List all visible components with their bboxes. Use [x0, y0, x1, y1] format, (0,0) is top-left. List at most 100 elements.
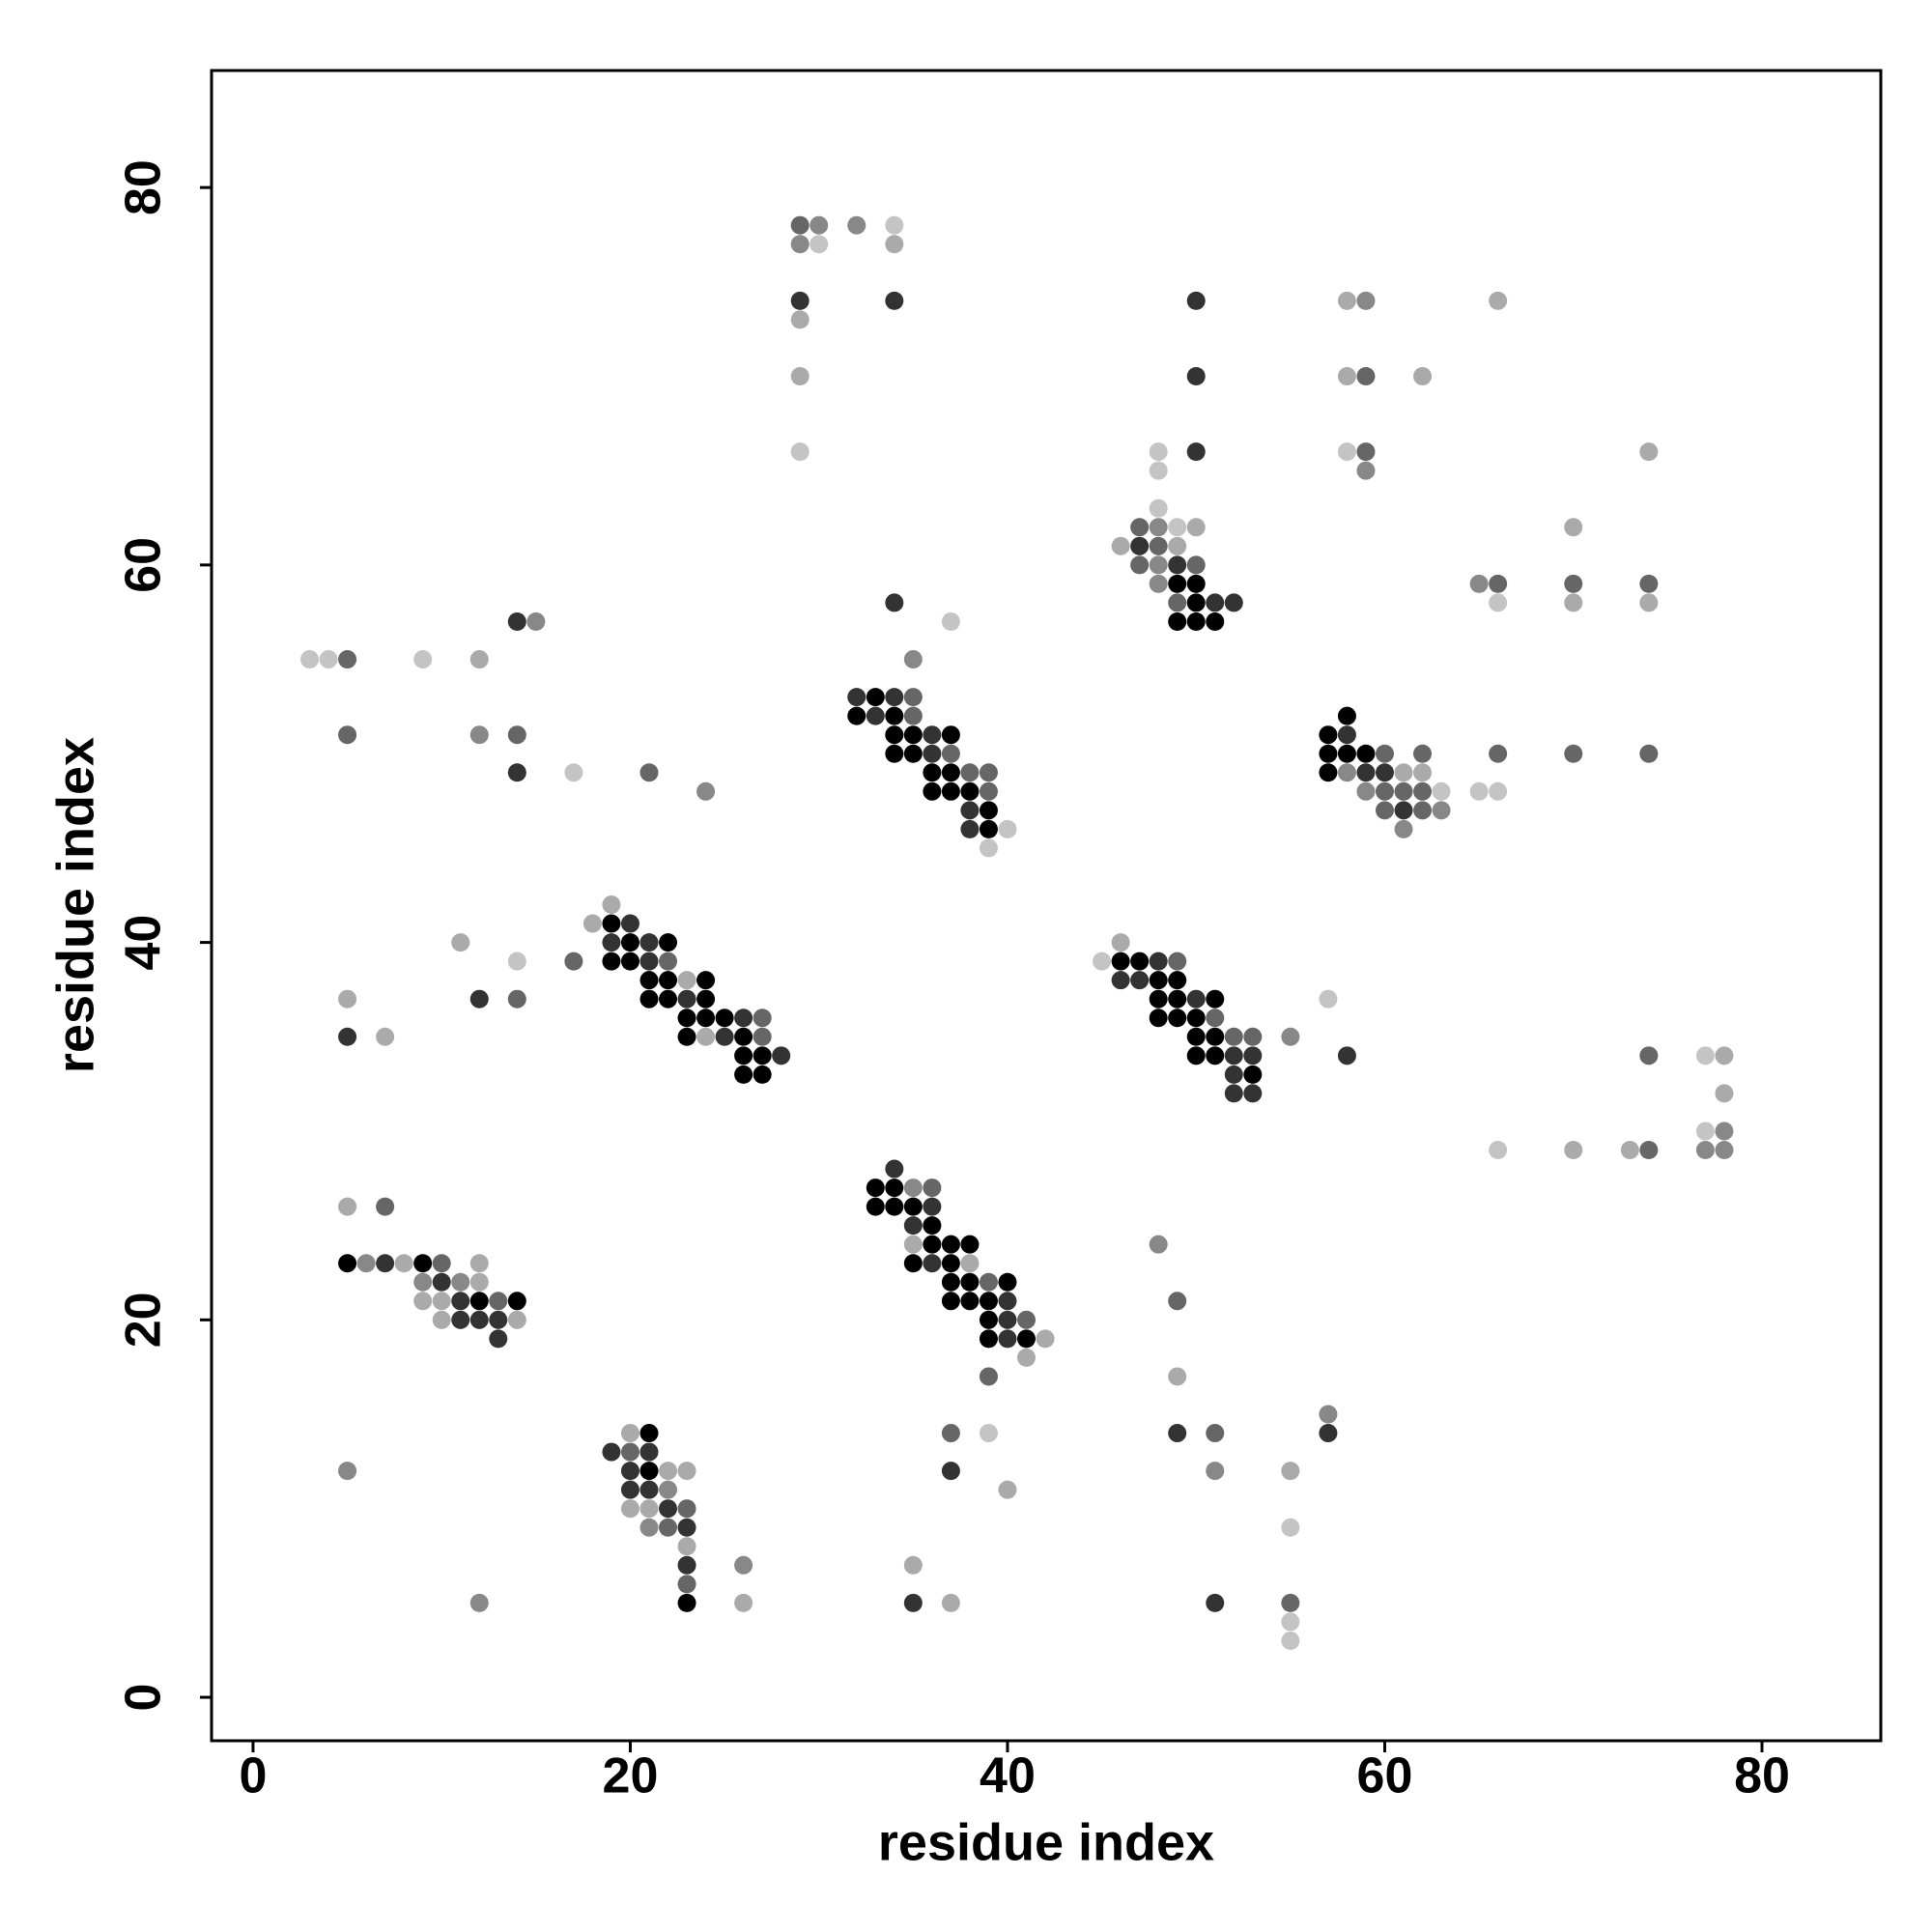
point [1281, 1462, 1300, 1481]
point [413, 1292, 433, 1311]
point [394, 1254, 413, 1273]
point [998, 1292, 1017, 1311]
point [866, 1179, 885, 1198]
point [941, 1292, 960, 1311]
point [564, 763, 583, 782]
point [1186, 1046, 1206, 1065]
point [903, 725, 923, 745]
point [696, 971, 716, 990]
point [903, 1235, 923, 1254]
point [659, 933, 678, 952]
point [1281, 1612, 1300, 1632]
point [847, 215, 867, 235]
point [1489, 593, 1508, 612]
point [1243, 1046, 1263, 1065]
point [1206, 611, 1225, 631]
point [1715, 1046, 1734, 1065]
point [1281, 1027, 1300, 1046]
plot-frame [210, 69, 1883, 1743]
point [1639, 744, 1659, 763]
point [1375, 781, 1394, 801]
point [507, 1292, 526, 1311]
point [903, 1197, 923, 1216]
point [1168, 593, 1187, 612]
point [469, 1310, 489, 1329]
point [1149, 518, 1168, 537]
point [1149, 952, 1168, 971]
point [413, 1272, 433, 1292]
point [1130, 536, 1150, 555]
point [1168, 952, 1187, 971]
point [1149, 1009, 1168, 1028]
point [753, 1046, 772, 1065]
point [903, 1254, 923, 1273]
point [338, 989, 357, 1009]
point [941, 1254, 960, 1273]
point [1206, 1593, 1225, 1612]
point [489, 1329, 508, 1349]
point [469, 1254, 489, 1273]
point [1206, 989, 1225, 1009]
point [903, 688, 923, 707]
point [979, 1310, 998, 1329]
point [1394, 801, 1413, 820]
point [847, 706, 867, 725]
point [319, 650, 338, 669]
point [1111, 952, 1130, 971]
point [1337, 725, 1356, 745]
point [885, 706, 904, 725]
point [790, 442, 810, 462]
point [677, 1499, 696, 1519]
point [885, 215, 904, 235]
point [451, 1310, 470, 1329]
point [941, 763, 960, 782]
point [1489, 1141, 1508, 1160]
point [1036, 1329, 1055, 1349]
point [1715, 1122, 1734, 1141]
point [507, 989, 526, 1009]
point [620, 1499, 639, 1519]
point [1206, 1462, 1225, 1481]
point [1469, 574, 1489, 593]
point [941, 781, 960, 801]
point [1186, 1027, 1206, 1046]
point [1281, 1593, 1300, 1612]
point [885, 291, 904, 310]
point [1149, 498, 1168, 518]
y-axis-title: residue index [46, 737, 104, 1073]
point [1337, 366, 1356, 385]
point [677, 971, 696, 990]
point [1639, 593, 1659, 612]
point [639, 1518, 659, 1537]
point [1319, 725, 1338, 745]
point [941, 725, 960, 745]
point [941, 744, 960, 763]
point [639, 1499, 659, 1519]
point [979, 1424, 998, 1443]
point [979, 781, 998, 801]
point [659, 1499, 678, 1519]
point [903, 1555, 923, 1575]
point [338, 1197, 357, 1216]
point [1243, 1084, 1263, 1103]
point [1413, 781, 1433, 801]
point [659, 1480, 678, 1499]
point [659, 971, 678, 990]
x-tick-label: 60 [1357, 1748, 1413, 1804]
point [1281, 1631, 1300, 1650]
point [489, 1310, 508, 1329]
point [677, 1593, 696, 1612]
point [526, 611, 546, 631]
point [1168, 574, 1187, 593]
point [1319, 763, 1338, 782]
point [620, 914, 639, 933]
point [1149, 536, 1168, 555]
point [998, 1329, 1017, 1349]
point [1413, 366, 1433, 385]
point [979, 1329, 998, 1349]
point [639, 989, 659, 1009]
point [1564, 574, 1583, 593]
point [923, 744, 942, 763]
point [885, 1197, 904, 1216]
point [941, 1272, 960, 1292]
